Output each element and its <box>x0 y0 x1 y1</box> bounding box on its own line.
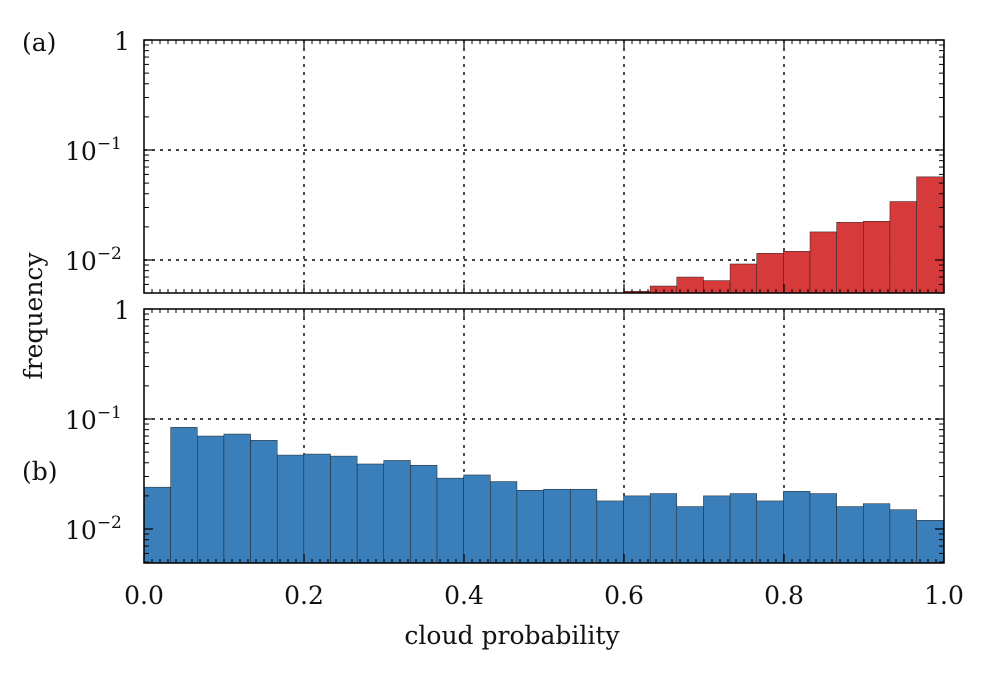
x-axis-label: cloud probability <box>404 621 620 650</box>
bar <box>649 285 678 294</box>
bar <box>756 253 784 294</box>
bar <box>889 201 917 294</box>
plot-frame-a <box>143 39 945 294</box>
plot-frame-b <box>143 308 945 564</box>
bars-a <box>623 53 945 294</box>
y-tick-label-b-0p01: 10−2 <box>65 513 122 545</box>
bar <box>596 500 624 564</box>
x-tick-labels: 0.0 0.2 0.4 0.6 0.8 1.0 <box>124 581 964 610</box>
bar <box>330 455 358 564</box>
bar <box>463 474 491 564</box>
bar <box>729 263 757 294</box>
bar <box>490 481 518 564</box>
bar <box>143 486 171 564</box>
bar <box>703 280 731 294</box>
bar <box>250 440 278 564</box>
bar <box>916 520 944 564</box>
bar <box>756 500 784 564</box>
bar <box>703 495 731 564</box>
bar <box>836 222 864 294</box>
bar <box>889 509 917 564</box>
panel-b: (b) <box>22 308 945 564</box>
bar <box>383 460 411 564</box>
x-tick-label: 0.8 <box>764 581 804 610</box>
bar <box>410 464 438 564</box>
y-tick-labels: 1 10−1 10−2 1 10−1 10−2 <box>65 27 130 545</box>
x-tick-label: 0.2 <box>284 581 324 610</box>
bar <box>729 493 757 564</box>
panel-a: (a) <box>22 28 945 294</box>
bar <box>809 231 837 294</box>
panel-label-b: (b) <box>22 457 58 486</box>
y-tick-label-a-1: 1 <box>114 27 130 56</box>
y-axis-label: frequency <box>19 252 48 380</box>
x-tick-label: 1.0 <box>924 581 964 610</box>
bar <box>623 495 651 564</box>
y-tick-label-b-1: 1 <box>114 296 130 325</box>
bar <box>516 490 544 564</box>
x-tick-label: 0.6 <box>604 581 644 610</box>
y-tick-label-b-0p1: 10−1 <box>65 403 122 435</box>
bar <box>809 493 837 564</box>
bar <box>170 427 198 564</box>
bar <box>916 176 944 294</box>
x-tick-label: 0.4 <box>444 581 484 610</box>
bar <box>543 488 571 564</box>
bar <box>569 488 598 564</box>
y-tick-label-a-0p01: 10−2 <box>65 244 122 276</box>
bar <box>783 491 811 564</box>
bar <box>303 453 331 564</box>
bar <box>223 433 251 564</box>
bar <box>676 276 704 294</box>
bar <box>863 221 891 294</box>
bar <box>649 493 678 564</box>
panel-label-a: (a) <box>22 28 56 57</box>
y-tick-label-a-0p1: 10−1 <box>65 134 122 166</box>
bar <box>276 454 305 564</box>
bar <box>783 251 811 294</box>
bar <box>197 435 225 564</box>
x-tick-label: 0.0 <box>124 581 164 610</box>
bars-b <box>143 427 944 564</box>
bar <box>436 477 464 564</box>
bar <box>676 506 704 564</box>
bar <box>356 463 385 564</box>
bar <box>863 503 891 564</box>
bar <box>836 506 864 564</box>
